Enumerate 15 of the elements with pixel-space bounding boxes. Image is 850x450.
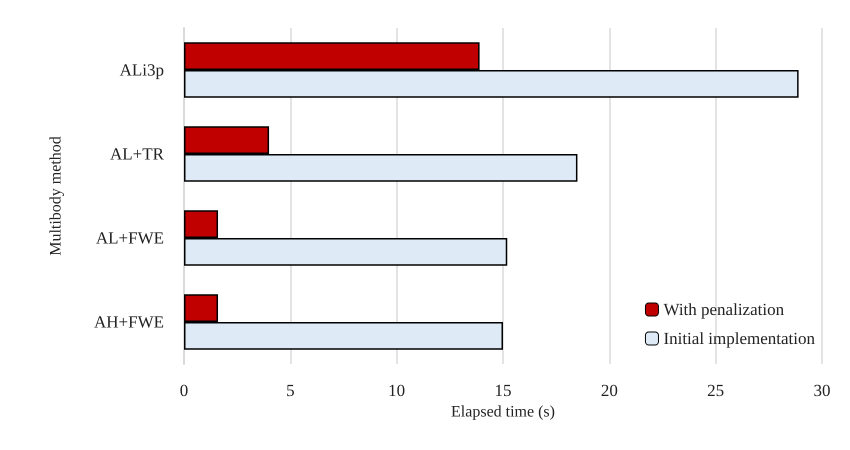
legend-label: With penalization (663, 300, 785, 319)
legend-label: Initial implementation (663, 329, 816, 348)
y-tick-label: AL+TR (110, 144, 165, 164)
y-axis-title: Multibody method (48, 136, 64, 256)
y-tick-label: ALi3p (120, 60, 164, 80)
x-tick-label: 15 (494, 381, 512, 400)
y-tick-label: AH+FWE (94, 312, 164, 332)
x-tick-label: 20 (600, 381, 618, 400)
x-axis-title: Elapsed time (s) (451, 404, 555, 420)
y-tick-label: AL+FWE (96, 228, 164, 248)
x-tick-label: 10 (388, 381, 406, 400)
x-tick-label: 25 (707, 381, 724, 400)
x-tick-label: 0 (180, 381, 188, 400)
x-tick-label: 5 (286, 381, 295, 400)
x-tick-label: 30 (814, 381, 830, 400)
